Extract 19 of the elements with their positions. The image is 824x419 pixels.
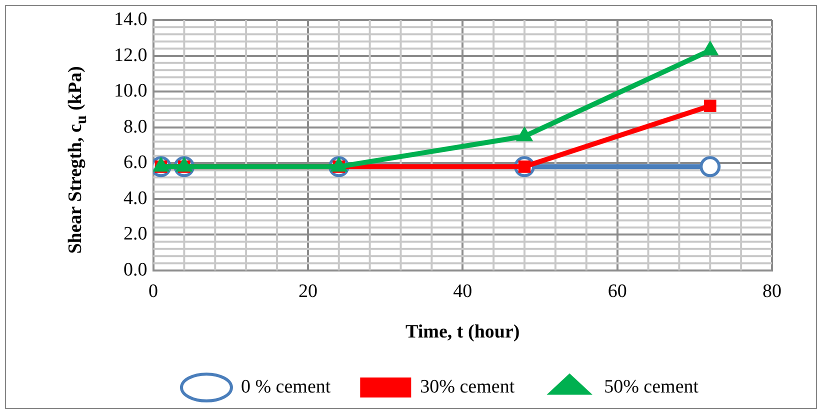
x-tick-label: 80 bbox=[762, 280, 782, 302]
x-tick-label: 0 bbox=[148, 280, 158, 302]
point bbox=[700, 156, 721, 178]
y-tick-label: 12.0 bbox=[114, 44, 148, 66]
y-tick-label: 6.0 bbox=[124, 152, 148, 174]
x-tick-label: 40 bbox=[453, 280, 472, 302]
y-tick-label: 0.0 bbox=[124, 259, 148, 280]
y-tick-label: 2.0 bbox=[124, 224, 148, 245]
legend-label: 0 % cement bbox=[240, 376, 332, 398]
x-tick-label: 60 bbox=[608, 280, 627, 302]
y-tick-label: 4.0 bbox=[124, 188, 148, 209]
y-tick-label: 8.0 bbox=[124, 116, 148, 138]
point bbox=[704, 100, 716, 112]
y-tick-label: 14.0 bbox=[114, 8, 148, 30]
y-tick-label: 10.0 bbox=[114, 80, 148, 102]
legend-label: 30% cement bbox=[420, 376, 516, 398]
x-tick-label: 20 bbox=[298, 280, 318, 302]
x-axis-title: Time, t (hour) bbox=[406, 322, 520, 343]
legend-label: 50% cement bbox=[604, 376, 700, 398]
